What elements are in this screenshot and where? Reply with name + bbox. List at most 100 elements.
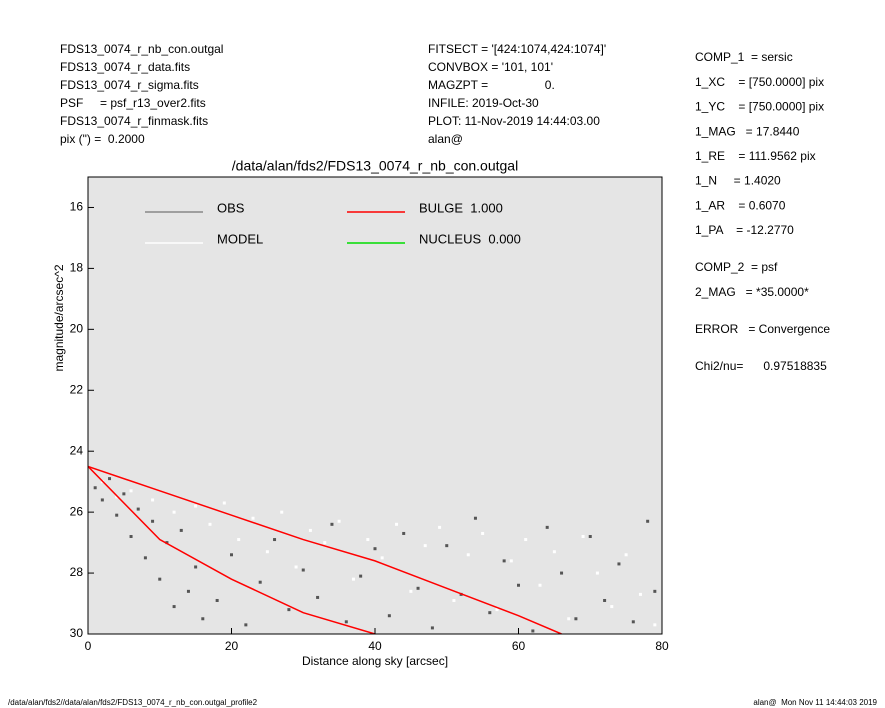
data-point bbox=[567, 617, 571, 621]
data-point bbox=[481, 531, 485, 535]
header-left-line: FDS13_0074_r_data.fits bbox=[60, 60, 190, 74]
data-point bbox=[638, 592, 642, 596]
data-point bbox=[215, 598, 219, 602]
data-point bbox=[624, 553, 628, 557]
data-point bbox=[631, 620, 635, 624]
data-point bbox=[495, 608, 499, 612]
parameter-line: Chi2/nu= 0.97518835 bbox=[695, 359, 827, 373]
data-point bbox=[524, 538, 528, 542]
data-point bbox=[646, 519, 650, 523]
x-axis-label: Distance along sky [arcsec] bbox=[302, 654, 448, 668]
data-point bbox=[151, 519, 155, 523]
header-left-line: PSF = psf_r13_over2.fits bbox=[60, 96, 206, 110]
x-tick-label: 60 bbox=[512, 639, 526, 653]
data-point bbox=[603, 598, 607, 602]
data-point bbox=[287, 608, 291, 612]
parameter-line: 1_AR = 0.6070 bbox=[695, 198, 786, 212]
bulge-edge bbox=[88, 465, 562, 634]
header-left-line: FDS13_0074_r_finmask.fits bbox=[60, 114, 208, 128]
bulge-edge bbox=[88, 465, 376, 634]
data-point bbox=[186, 589, 190, 593]
data-point bbox=[280, 510, 284, 514]
data-point bbox=[595, 571, 599, 575]
data-point bbox=[251, 516, 255, 520]
data-point bbox=[273, 538, 277, 542]
data-point bbox=[316, 595, 320, 599]
parameter-line: 1_RE = 111.9562 pix bbox=[695, 149, 816, 163]
footer-left: /data/alan/fds2//data/alan/fds2/FDS13_00… bbox=[8, 698, 258, 707]
data-point bbox=[560, 571, 564, 575]
header-left-line: FDS13_0074_r_sigma.fits bbox=[60, 78, 199, 92]
data-point bbox=[466, 553, 470, 557]
data-point bbox=[402, 531, 406, 535]
data-point bbox=[129, 489, 133, 493]
data-point bbox=[208, 522, 212, 526]
header-middle-line: INFILE: 2019-Oct-30 bbox=[428, 96, 539, 110]
data-point bbox=[323, 541, 327, 545]
y-tick-label: 28 bbox=[70, 565, 84, 579]
data-point bbox=[179, 528, 183, 532]
data-point bbox=[230, 553, 233, 557]
data-point bbox=[380, 556, 384, 560]
data-point bbox=[100, 498, 104, 502]
data-point bbox=[194, 504, 198, 508]
data-point bbox=[473, 516, 477, 520]
data-point bbox=[488, 611, 492, 615]
data-point bbox=[395, 522, 399, 526]
parameter-line: ERROR = Convergence bbox=[695, 322, 830, 336]
data-point bbox=[538, 583, 542, 587]
y-tick-label: 30 bbox=[70, 626, 84, 640]
data-point bbox=[430, 626, 434, 630]
data-point bbox=[344, 620, 348, 624]
parameter-line: 1_MAG = 17.8440 bbox=[695, 124, 800, 138]
header-middle-line: CONVBOX = '101, 101' bbox=[428, 60, 553, 74]
y-tick-label: 22 bbox=[70, 382, 84, 396]
data-point bbox=[301, 568, 305, 572]
legend-label: BULGE 1.000 bbox=[419, 200, 503, 215]
data-point bbox=[531, 629, 535, 633]
data-point bbox=[387, 614, 391, 618]
data-point bbox=[445, 544, 449, 548]
x-tick-label: 0 bbox=[85, 639, 92, 653]
legend-label: OBS bbox=[217, 200, 245, 215]
x-tick-label: 40 bbox=[368, 639, 382, 653]
data-point bbox=[244, 623, 248, 627]
x-tick-label: 20 bbox=[225, 639, 239, 653]
data-point bbox=[294, 565, 298, 569]
y-tick-label: 26 bbox=[70, 504, 84, 518]
data-point bbox=[509, 559, 513, 563]
y-tick-label: 24 bbox=[70, 443, 84, 457]
parameter-line: 1_PA = -12.2770 bbox=[695, 223, 794, 237]
data-point bbox=[129, 535, 133, 539]
header-middle-line: MAGZPT = 0. bbox=[428, 78, 555, 92]
data-point bbox=[517, 583, 520, 587]
parameter-line: 1_N = 1.4020 bbox=[695, 174, 781, 188]
data-point bbox=[237, 538, 241, 542]
parameter-line: COMP_2 = psf bbox=[695, 260, 778, 274]
footer-right: alan@ Mon Nov 11 14:44:03 2019 bbox=[753, 698, 877, 707]
data-point bbox=[552, 550, 556, 554]
data-point bbox=[502, 559, 506, 563]
data-point bbox=[351, 577, 355, 581]
data-point bbox=[165, 541, 169, 545]
data-point bbox=[617, 562, 621, 566]
data-point bbox=[172, 605, 176, 609]
data-point bbox=[115, 513, 119, 517]
y-axis-label: magnitude/arcsec^2 bbox=[52, 264, 66, 371]
data-point bbox=[574, 617, 578, 621]
data-point bbox=[581, 535, 585, 539]
data-point bbox=[438, 525, 442, 529]
header-middle-line: alan@ bbox=[428, 132, 463, 146]
plot-area bbox=[88, 177, 662, 634]
data-point bbox=[122, 492, 126, 496]
data-point bbox=[108, 477, 112, 481]
y-tick-label: 16 bbox=[70, 200, 84, 214]
data-point bbox=[158, 577, 162, 581]
data-point bbox=[201, 617, 205, 621]
header-middle-line: FITSECT = '[424:1074,424:1074]' bbox=[428, 42, 606, 56]
data-point bbox=[610, 605, 614, 609]
data-point bbox=[545, 525, 549, 529]
data-point bbox=[258, 580, 262, 584]
data-point bbox=[136, 507, 140, 511]
